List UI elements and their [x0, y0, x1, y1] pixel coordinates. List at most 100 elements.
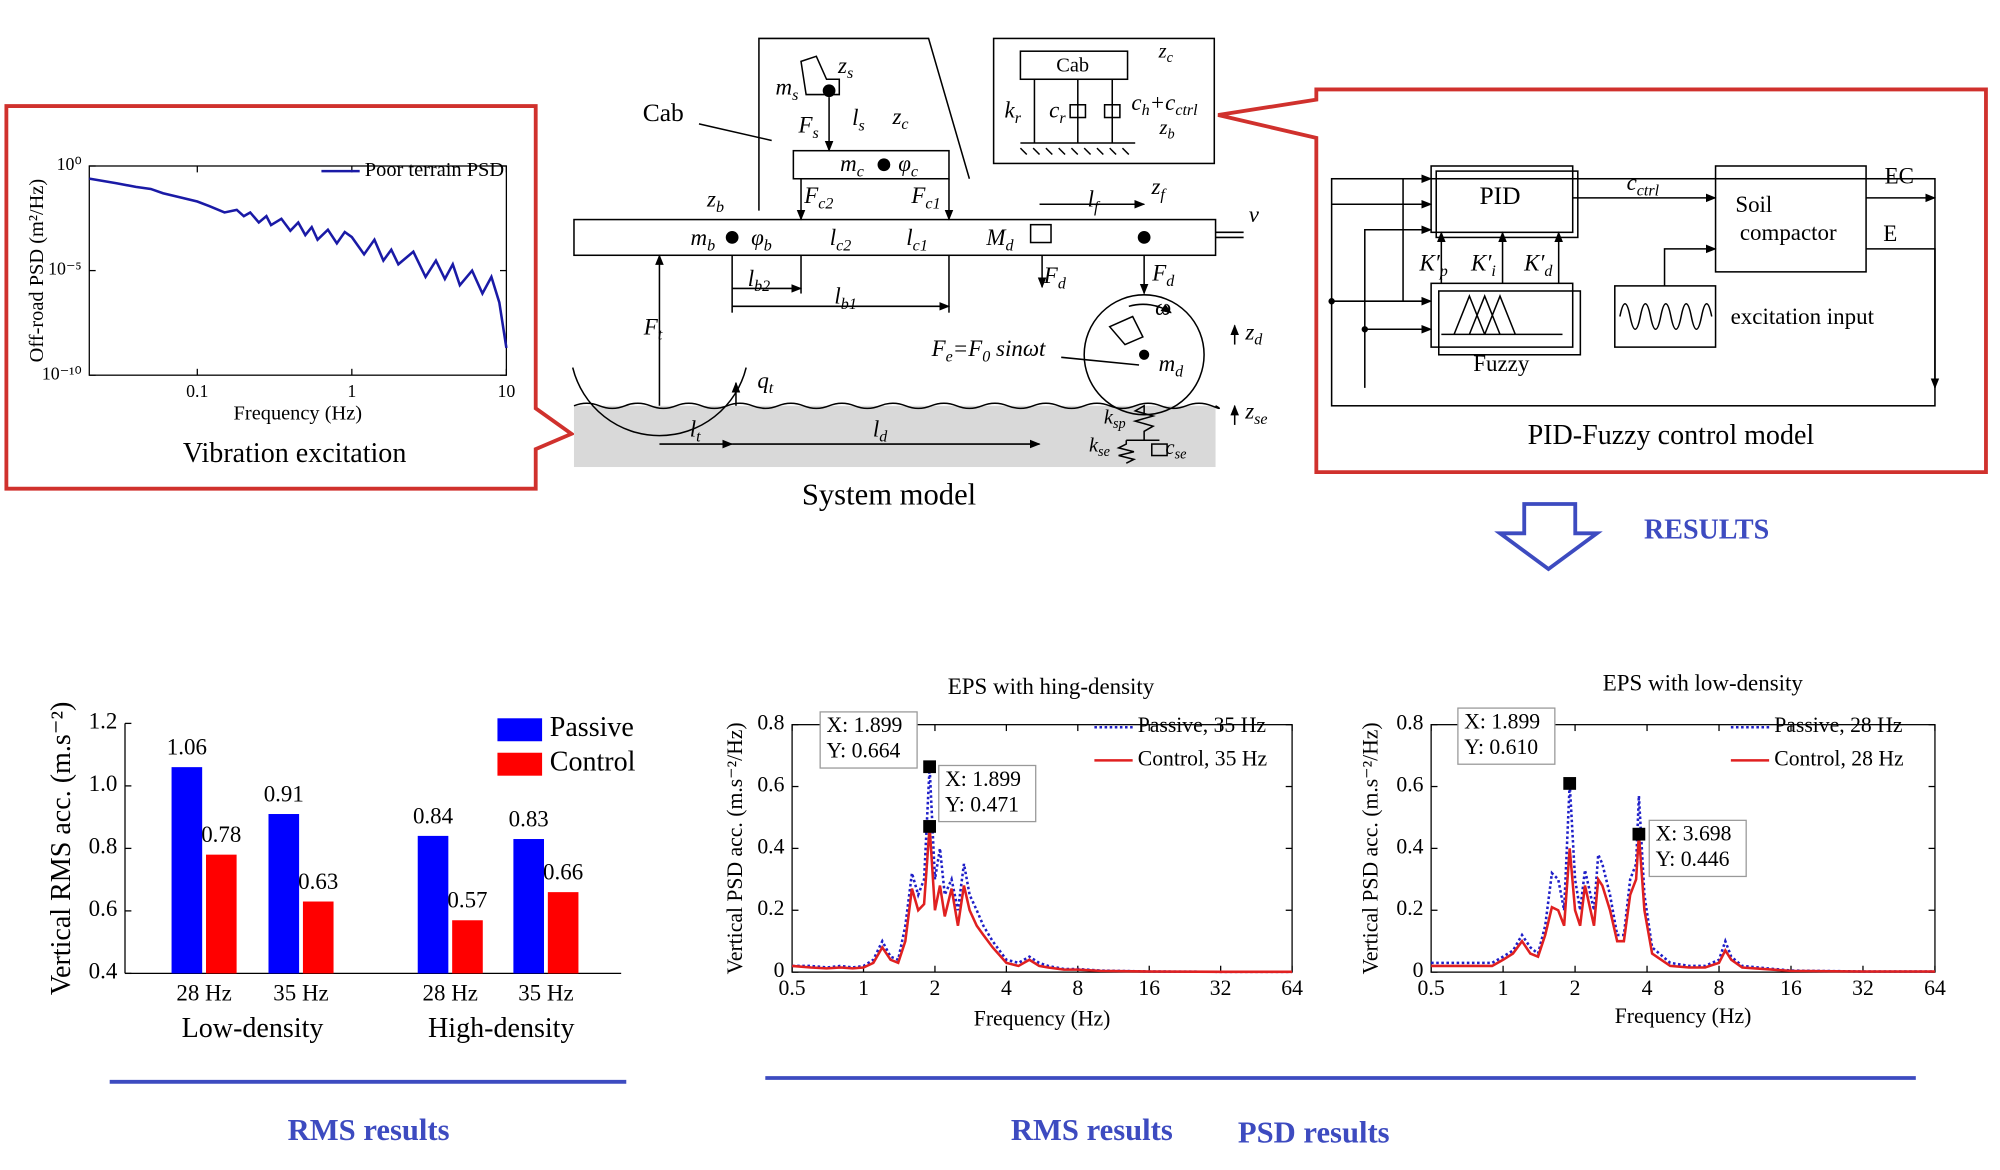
label-subscript: d: [1166, 273, 1175, 290]
diagram-label: φc: [898, 151, 918, 180]
y-tick-label: 0.4: [1396, 834, 1423, 858]
label-text: φ: [898, 151, 911, 176]
label-subscript: i: [1491, 263, 1495, 280]
label-text: F: [910, 183, 926, 208]
diagram-label: Fuzzy: [1473, 352, 1530, 377]
label-text: Fuzzy: [1473, 352, 1530, 377]
x-tick-label: 64: [1281, 976, 1303, 1000]
diagram-label: compactor: [1740, 220, 1837, 245]
label-subscript: r: [1015, 109, 1022, 126]
label-subscript: b1: [841, 296, 857, 313]
bar: [205, 854, 237, 974]
label-subscript: b: [1167, 127, 1174, 143]
label-text: v: [1249, 202, 1260, 227]
label-text: E: [1883, 221, 1897, 246]
datatip-y: Y: 0.664: [827, 739, 901, 763]
datatip-box: [819, 711, 918, 769]
label-subscript: f: [1094, 199, 1101, 216]
label-text: z: [837, 53, 847, 78]
datatip-box: [938, 764, 1037, 823]
label-subscript: e: [946, 348, 953, 365]
bar-value-label: 1.06: [167, 735, 207, 760]
x-tick-label: 32: [1210, 976, 1232, 1000]
bar: [513, 839, 545, 974]
datatip-y: Y: 0.446: [1656, 847, 1730, 871]
label-subscript: d: [1544, 263, 1553, 280]
chart-title: EPS with hing-density: [948, 674, 1155, 699]
label-text: m: [1159, 352, 1176, 377]
y-tick-label: 0: [774, 958, 785, 982]
diagram-shapes: [4, 37, 1988, 1084]
caption: RESULTS: [1644, 515, 1769, 546]
label-text: l: [834, 284, 840, 309]
label-subscript: c1: [913, 237, 928, 254]
label-text: z: [1158, 40, 1167, 62]
label-text: EC: [1885, 164, 1914, 189]
label-text: Cab: [643, 98, 684, 127]
label-subscript: t: [696, 428, 701, 445]
label-subscript: se: [1098, 444, 1111, 460]
label-subscript: c2: [818, 195, 833, 212]
label-text: l: [852, 105, 858, 130]
legend-label: Passive, 35 Hz: [1138, 713, 1267, 737]
label-text: c: [1627, 170, 1637, 195]
diagram-label: md: [1159, 352, 1185, 381]
label-text: +c: [1150, 90, 1176, 115]
label-text: F: [803, 183, 819, 208]
label-text: l: [690, 417, 696, 442]
label-text: PID: [1479, 181, 1520, 210]
label-subscript: d: [1006, 237, 1015, 254]
diagram-label: Fs: [798, 113, 819, 142]
bar-value-label: 0.84: [413, 803, 454, 828]
label-subscript: f: [1160, 186, 1167, 203]
diagram-label: Fe=F0 sinωt: [931, 336, 1046, 365]
y-tick-label: 0.6: [757, 772, 784, 796]
label-subscript: sp: [1113, 416, 1126, 432]
caption: PSD results: [1238, 1115, 1390, 1149]
label-subscript: d: [1175, 363, 1184, 380]
label-subscript: c: [857, 163, 864, 180]
caption: RMS results: [288, 1113, 450, 1147]
legend-swatch: [497, 718, 543, 742]
label-subscript: s: [792, 87, 798, 104]
label-text: ω: [1155, 295, 1171, 320]
y-axis-label: Off-road PSD (m²/Hz): [26, 179, 48, 363]
label-subscript: 0: [982, 348, 990, 365]
label-text: m: [776, 75, 793, 100]
x-axis-label: Frequency (Hz): [1615, 1004, 1752, 1028]
diagram-label: ω: [1155, 295, 1171, 320]
x-tick-label: 8: [1714, 976, 1725, 1000]
diagram-label: E: [1883, 221, 1897, 246]
diagram-label: lc2: [830, 225, 852, 254]
datatip-marker: [923, 760, 936, 774]
group-label: High-density: [428, 1013, 574, 1044]
y-axis-label: Vertical RMS acc. (m.s⁻²): [46, 702, 77, 995]
label-text: l: [1088, 187, 1094, 212]
diagram-label: ms: [776, 75, 799, 104]
diagram-label: EC: [1885, 164, 1914, 189]
x-tick-label: 1: [347, 381, 356, 401]
label-text: z: [1159, 117, 1168, 139]
series-line: [89, 177, 508, 349]
x-tick-label: 1: [858, 976, 869, 1000]
x-tick-label: 32: [1852, 976, 1874, 1000]
label-subscript: b: [707, 237, 715, 254]
label-text: z: [891, 104, 901, 129]
diagram-label: kse: [1089, 434, 1111, 460]
diagram-label: zc: [1158, 40, 1174, 66]
label-text: c: [1049, 98, 1059, 123]
x-tick-label: 0.5: [1418, 976, 1445, 1000]
y-tick-label: 0.4: [757, 834, 784, 858]
label-subscript: b2: [754, 278, 770, 295]
x-tick-label: 1: [1498, 976, 1509, 1000]
diagram-label: lb1: [834, 284, 856, 313]
label-subscript: se: [1175, 447, 1188, 463]
diagram-label: Soil: [1735, 192, 1772, 217]
diagram-label: ch+cctrl: [1131, 90, 1198, 119]
label-subscript: h: [1142, 102, 1150, 119]
label-text: excitation input: [1731, 304, 1875, 329]
series-line: [792, 766, 1293, 974]
y-tick-label: 0.2: [757, 896, 784, 920]
diagram-label: mb: [691, 225, 716, 254]
